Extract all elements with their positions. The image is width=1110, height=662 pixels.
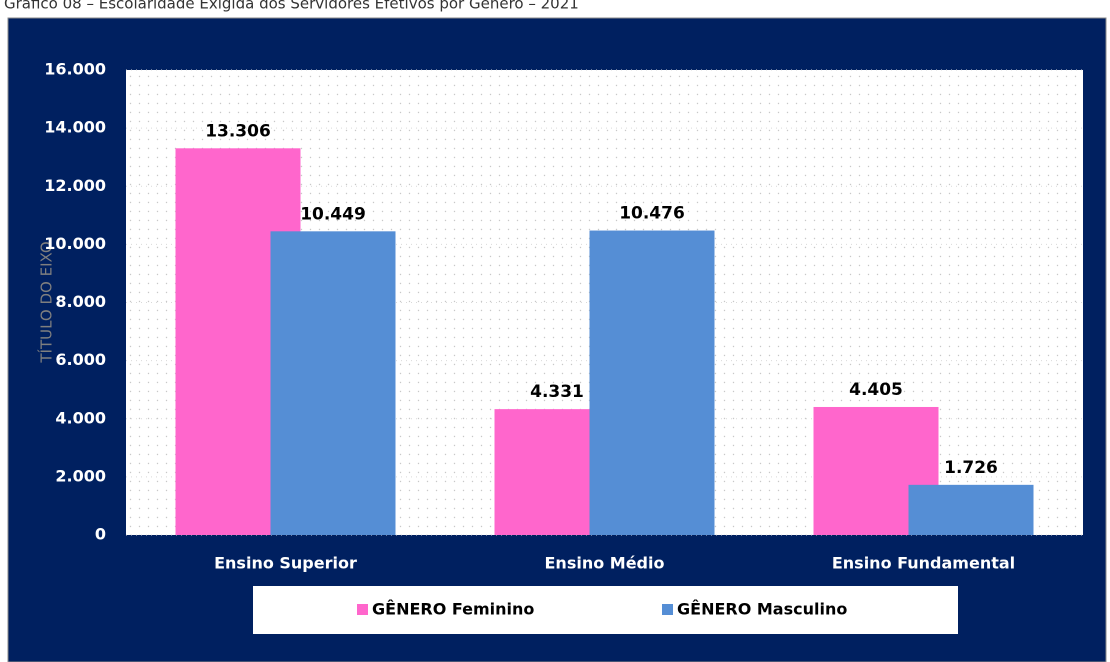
data-label: 4.405 xyxy=(849,380,903,400)
y-tick-label: 10.000 xyxy=(44,234,106,253)
x-tick-label: Ensino Médio xyxy=(545,554,665,573)
legend-label: GÊNERO Masculino xyxy=(677,600,847,619)
legend-swatch xyxy=(357,604,368,615)
data-label: 10.449 xyxy=(300,204,366,224)
bar xyxy=(589,230,715,535)
y-tick-label: 12.000 xyxy=(44,176,106,195)
x-tick-label: Ensino Fundamental xyxy=(832,554,1015,573)
data-label: 13.306 xyxy=(205,121,271,141)
legend-label: GÊNERO Feminino xyxy=(372,600,534,619)
y-tick-label: 14.000 xyxy=(44,118,106,137)
bar xyxy=(908,484,1034,535)
y-axis-title: TÍTULO DO EIXO xyxy=(37,241,56,363)
x-tick-label: Ensino Superior xyxy=(214,554,357,573)
y-tick-label: 2.000 xyxy=(55,466,106,485)
y-tick-label: 6.000 xyxy=(55,350,106,369)
data-label: 1.726 xyxy=(944,458,998,478)
y-tick-label: 16.000 xyxy=(44,60,106,79)
y-tick-label: 0 xyxy=(95,525,106,544)
legend xyxy=(253,586,958,634)
y-tick-label: 8.000 xyxy=(55,292,106,311)
data-label: 4.331 xyxy=(530,382,584,402)
legend-swatch xyxy=(662,604,673,615)
y-tick-label: 4.000 xyxy=(55,408,106,427)
bar xyxy=(270,231,396,536)
chart-title: Gráfico 08 – Escolaridade Exigida dos Se… xyxy=(4,0,579,13)
data-label: 10.476 xyxy=(619,204,685,224)
